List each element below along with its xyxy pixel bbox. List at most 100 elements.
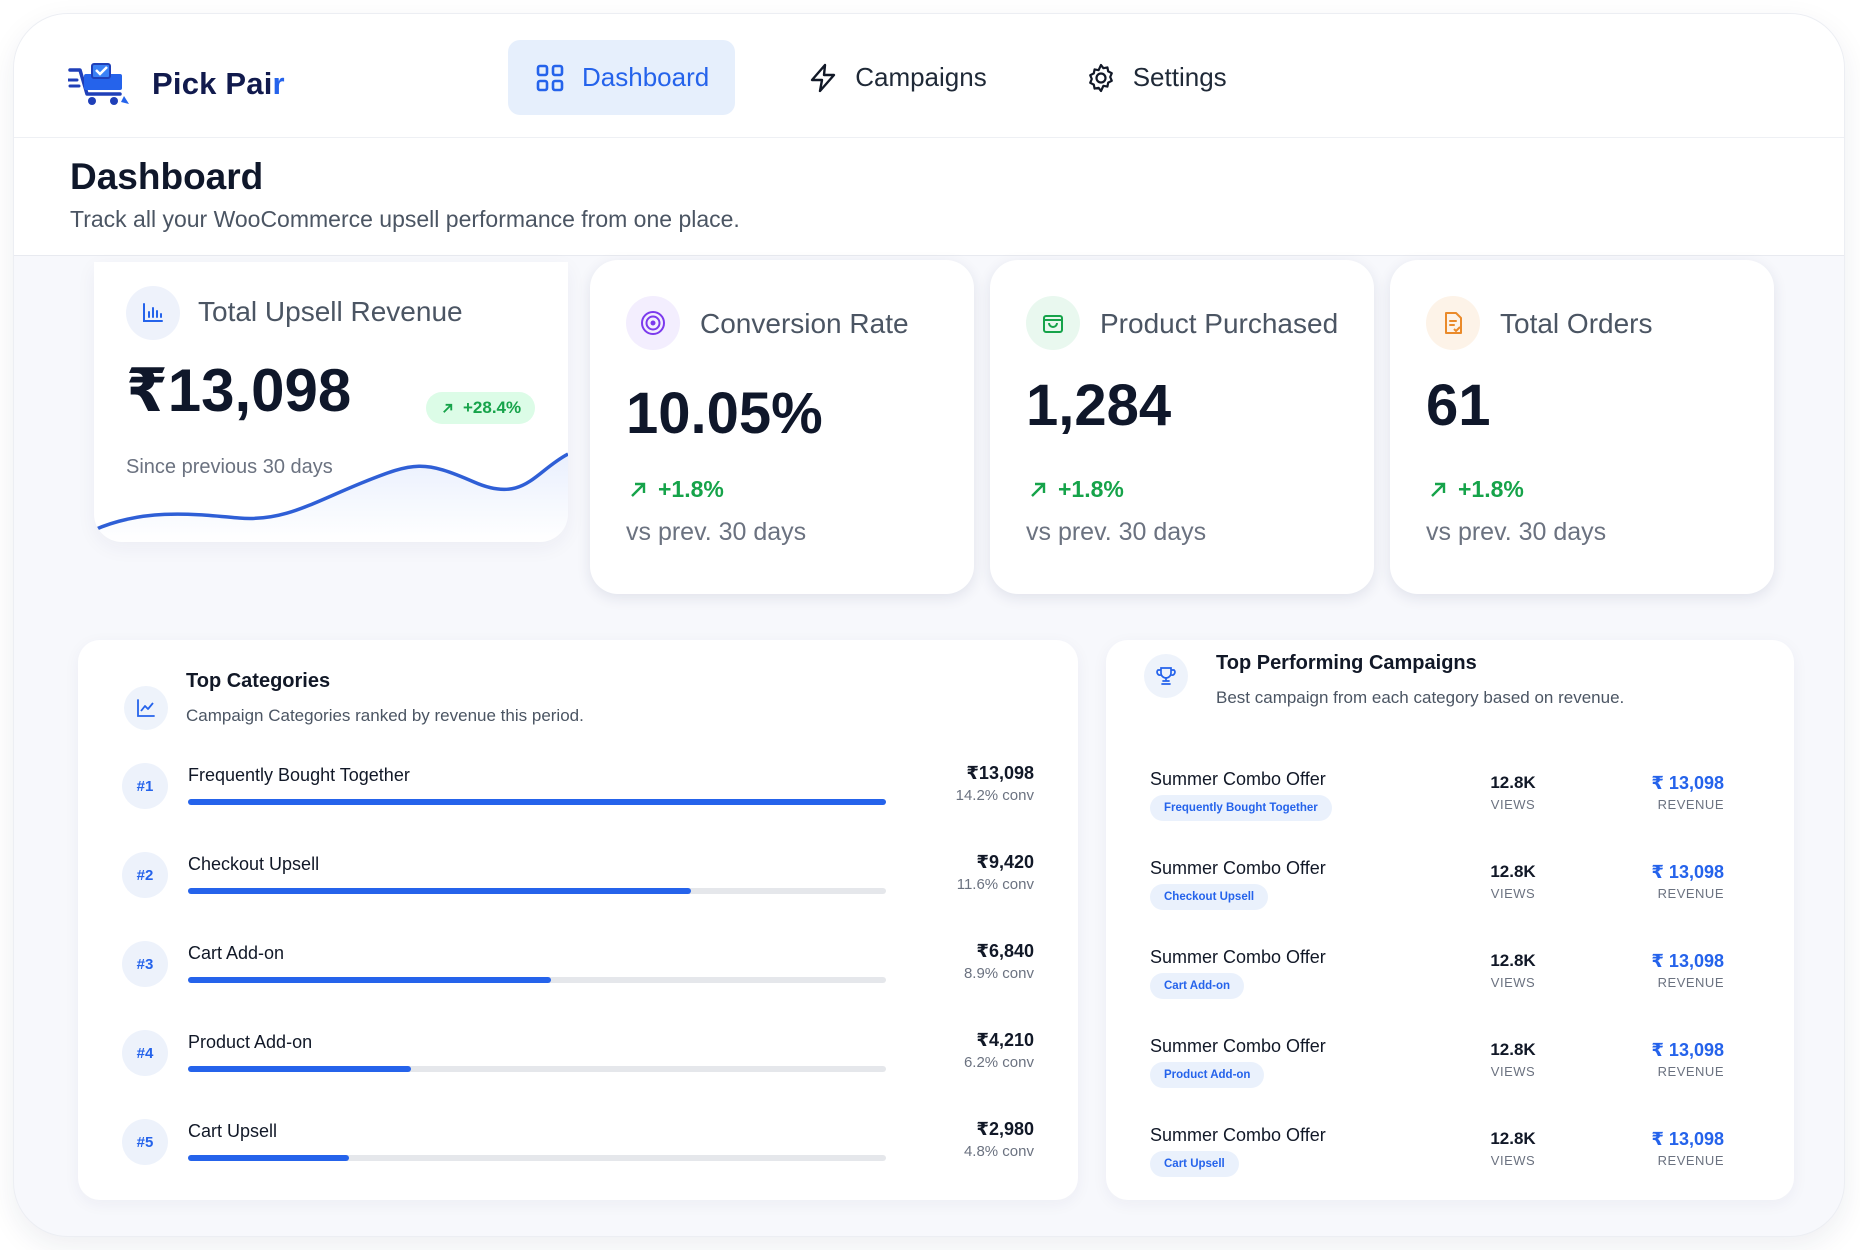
top-categories-panel: Top Categories Campaign Categories ranke…	[78, 640, 1078, 1200]
nav-dashboard-label: Dashboard	[582, 62, 710, 92]
grid-icon	[536, 64, 564, 91]
orders-change-text: +1.8%	[1458, 476, 1524, 502]
category-amount: ₹4,210	[976, 1030, 1034, 1050]
category-row[interactable]: #3 Cart Add-on ₹6,840 8.9% conv	[78, 941, 1078, 1021]
campaign-views-label: VIEWS	[1490, 797, 1536, 812]
campaign-category-tag: Cart Add-on	[1150, 973, 1245, 999]
arrow-up-right-icon	[1031, 482, 1046, 497]
campaign-row[interactable]: Summer Combo Offer Product Add-on 12.8K VIE…	[1106, 1036, 1786, 1096]
category-conversion: 8.9% conv	[963, 965, 1034, 982]
lightning-icon	[811, 63, 836, 92]
category-name: Frequently Bought Together	[188, 765, 410, 785]
main-nav: Dashboard Campaigns Settings	[508, 40, 1299, 115]
category-bar-fill	[188, 1155, 349, 1161]
target-icon	[641, 311, 665, 335]
category-amount: ₹9,420	[976, 852, 1034, 872]
page-title: Dashboard	[70, 156, 264, 197]
top-categories-subtitle: Campaign Categories ranked by revenue th…	[186, 706, 584, 725]
campaign-name: Summer Combo Offer	[1150, 1125, 1326, 1145]
conversion-change-text: +1.8%	[658, 476, 724, 502]
gear-icon	[1088, 63, 1113, 92]
top-campaigns-title: Top Performing Campaigns	[1216, 652, 1477, 674]
category-rank: #1	[122, 763, 168, 809]
campaign-views: 12.8K	[1490, 1129, 1536, 1148]
category-bar-track	[188, 977, 886, 983]
category-name: Cart Upsell	[188, 1121, 278, 1141]
orders-change: +1.8%	[1428, 476, 1524, 503]
top-categories-icon-wrap	[124, 686, 168, 730]
campaign-views: 12.8K	[1490, 951, 1536, 970]
category-row[interactable]: #1 Frequently Bought Together ₹13,098 14.2%…	[78, 763, 1078, 843]
nav-campaigns[interactable]: Campaigns	[781, 40, 1013, 115]
category-row[interactable]: #4 Product Add-on ₹4,210 6.2% conv	[78, 1030, 1078, 1110]
campaign-row[interactable]: Summer Combo Offer Frequently Bought Toge…	[1106, 769, 1786, 829]
category-bar-track	[188, 888, 886, 894]
campaign-revenue: ₹ 13,098	[1651, 773, 1724, 793]
campaign-revenue-label: REVENUE	[1657, 1064, 1724, 1079]
products-value: 1,284	[1026, 373, 1172, 438]
revenue-value: ₹13,098	[126, 357, 352, 424]
category-row[interactable]: #5 Cart Upsell ₹2,980 4.8% conv	[78, 1119, 1078, 1199]
conversion-change: +1.8%	[628, 476, 724, 503]
revenue-label: Total Upsell Revenue	[198, 296, 463, 327]
line-chart-icon	[137, 699, 155, 717]
category-conversion: 6.2% conv	[963, 1054, 1034, 1071]
orders-note: vs prev. 30 days	[1426, 518, 1607, 546]
campaign-row[interactable]: Summer Combo Offer Cart Upsell 12.8K VIEWS ₹…	[1106, 1125, 1786, 1185]
top-campaigns-panel: Top Performing Campaigns Best campaign f…	[1106, 640, 1794, 1200]
conversion-value: 10.05%	[626, 381, 823, 446]
campaign-category-tag: Frequently Bought Together	[1150, 795, 1332, 821]
campaign-views-label: VIEWS	[1490, 886, 1536, 901]
page-header: Dashboard Track all your WooCommerce ups…	[14, 138, 1844, 256]
orders-icon-wrap	[1426, 296, 1480, 350]
bar-chart-icon	[143, 303, 163, 322]
brand-name: Pick Pair	[152, 66, 285, 101]
page-subtitle: Track all your WooCommerce upsell perfor…	[70, 206, 740, 232]
category-amount: ₹13,098	[966, 763, 1034, 783]
campaign-category-tag: Checkout Upsell	[1150, 884, 1269, 910]
nav-settings[interactable]: Settings	[1059, 40, 1253, 115]
orders-value: 61	[1426, 373, 1491, 438]
campaign-views: 12.8K	[1490, 1040, 1536, 1059]
campaign-row[interactable]: Summer Combo Offer Cart Add-on 12.8K VIEWS ₹…	[1106, 947, 1786, 1007]
campaign-views: 12.8K	[1490, 773, 1536, 792]
category-name: Product Add-on	[188, 1032, 313, 1052]
campaign-name: Summer Combo Offer	[1150, 769, 1326, 789]
conversion-icon-wrap	[626, 296, 680, 350]
revenue-card: Total Upsell Revenue ₹13,098 +28.4% Sinc…	[94, 262, 568, 542]
document-icon	[1445, 312, 1462, 334]
products-card: Product Purchased 1,284 +1.8% vs prev. 3…	[990, 260, 1374, 594]
conversion-label: Conversion Rate	[700, 308, 909, 339]
products-change: +1.8%	[1028, 476, 1124, 503]
campaign-category-tag: Product Add-on	[1150, 1062, 1265, 1088]
products-label: Product Purchased	[1100, 308, 1339, 339]
products-icon-wrap	[1026, 296, 1080, 350]
orders-card: Total Orders 61 +1.8% vs prev. 30 days	[1390, 260, 1774, 594]
category-row[interactable]: #2 Checkout Upsell ₹9,420 11.6% conv	[78, 852, 1078, 932]
top-navbar: Pick Pair Dashboard Campaigns	[14, 14, 1844, 138]
category-amount: ₹6,840	[976, 941, 1034, 961]
campaign-name: Summer Combo Offer	[1150, 858, 1326, 878]
shopping-bag-icon	[1043, 315, 1063, 333]
category-rank: #2	[122, 852, 168, 898]
campaign-revenue-label: REVENUE	[1657, 797, 1724, 812]
category-bar-fill	[188, 977, 551, 983]
top-categories-title: Top Categories	[186, 670, 331, 692]
revenue-note: Since previous 30 days	[126, 456, 333, 478]
revenue-sparkline	[94, 452, 568, 542]
products-change-text: +1.8%	[1058, 476, 1124, 502]
arrow-up-right-icon	[443, 403, 453, 413]
campaign-views: 12.8K	[1490, 862, 1536, 881]
category-bar-track	[188, 1066, 886, 1072]
campaign-row[interactable]: Summer Combo Offer Checkout Upsell 12.8K VI…	[1106, 858, 1786, 918]
conversion-note: vs prev. 30 days	[626, 518, 807, 546]
campaign-revenue: ₹ 13,098	[1651, 951, 1724, 971]
campaign-revenue: ₹ 13,098	[1651, 1129, 1724, 1149]
brand-logo[interactable]: Pick Pair	[68, 60, 285, 108]
top-campaigns-icon-wrap	[1144, 654, 1188, 698]
nav-dashboard[interactable]: Dashboard	[508, 40, 736, 115]
category-bar-fill	[188, 1066, 411, 1072]
nav-settings-label: Settings	[1132, 62, 1227, 92]
campaign-name: Summer Combo Offer	[1150, 947, 1326, 967]
category-amount: ₹2,980	[976, 1119, 1034, 1139]
